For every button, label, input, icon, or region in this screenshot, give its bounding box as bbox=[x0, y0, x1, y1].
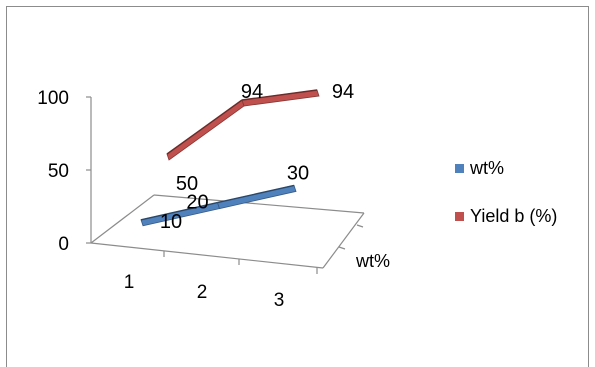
depth-tick-a bbox=[338, 246, 346, 250]
data-label: 94 bbox=[241, 81, 263, 103]
x-tick-label: 2 bbox=[197, 282, 208, 303]
floor-front-edge bbox=[90, 242, 324, 269]
legend-label-wt: wt% bbox=[469, 158, 504, 178]
y-tick-label: 100 bbox=[37, 88, 69, 109]
x-tick-label: 1 bbox=[124, 272, 135, 293]
axes bbox=[86, 96, 365, 274]
legend-swatch-wt bbox=[455, 164, 464, 173]
legend-label-yield: Yield b (%) bbox=[470, 206, 557, 226]
data-label: 10 bbox=[160, 211, 182, 233]
series-line bbox=[166, 99, 243, 155]
depth-axis-label: wt% bbox=[355, 251, 390, 271]
y-tick-label: 50 bbox=[48, 161, 69, 182]
floor-depth-edge bbox=[153, 194, 365, 214]
data-label: 50 bbox=[176, 173, 198, 195]
series-line bbox=[217, 184, 295, 204]
data-label: 94 bbox=[332, 81, 354, 103]
legend-swatch-yield bbox=[455, 212, 464, 221]
x-tick-label: 3 bbox=[274, 290, 285, 311]
y-tick-label: 0 bbox=[58, 234, 69, 255]
data-label: 30 bbox=[287, 162, 309, 184]
data-label: 20 bbox=[186, 192, 208, 214]
series-line bbox=[241, 89, 318, 101]
depth-tick-b bbox=[356, 224, 364, 228]
floor-back-edge bbox=[90, 194, 155, 244]
series-ribbon-segment bbox=[166, 99, 245, 161]
series-ribbon-segment bbox=[216, 184, 297, 210]
legend: wt% Yield b (%) bbox=[455, 158, 557, 226]
series-line bbox=[140, 201, 218, 221]
floor-side-edge bbox=[322, 212, 365, 269]
chart-frame bbox=[6, 6, 589, 367]
